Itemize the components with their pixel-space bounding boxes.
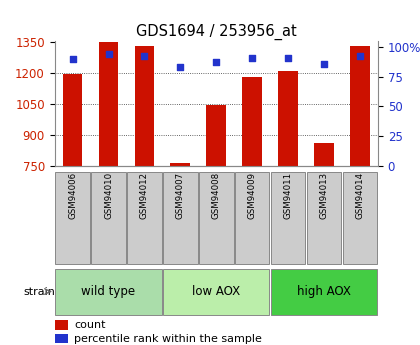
Point [321, 61, 328, 67]
Point [249, 55, 256, 61]
Text: GSM94013: GSM94013 [320, 171, 328, 219]
Text: GSM94012: GSM94012 [140, 171, 149, 219]
Text: low AOX: low AOX [192, 285, 240, 298]
FancyBboxPatch shape [55, 269, 162, 315]
Point [285, 55, 291, 61]
FancyBboxPatch shape [127, 171, 162, 264]
Point [177, 65, 184, 70]
FancyBboxPatch shape [307, 171, 341, 264]
Bar [278, 71, 298, 166]
Bar [350, 46, 370, 166]
FancyBboxPatch shape [343, 171, 377, 264]
FancyBboxPatch shape [271, 171, 305, 264]
FancyBboxPatch shape [199, 171, 234, 264]
Text: strain: strain [23, 287, 55, 296]
Bar [134, 46, 154, 166]
Text: GSM94008: GSM94008 [212, 171, 221, 219]
Text: GSM94007: GSM94007 [176, 171, 185, 219]
Bar [55, 334, 68, 343]
Point [141, 53, 148, 58]
Bar [242, 77, 262, 166]
Text: count: count [74, 320, 105, 330]
Point [213, 59, 220, 64]
Text: GSM94010: GSM94010 [104, 171, 113, 219]
Text: GSM94006: GSM94006 [68, 171, 77, 219]
FancyBboxPatch shape [271, 269, 377, 315]
Text: GSM94014: GSM94014 [356, 171, 365, 219]
Text: high AOX: high AOX [297, 285, 351, 298]
Bar [206, 105, 226, 166]
Point [357, 53, 363, 58]
Text: GSM94011: GSM94011 [284, 171, 293, 219]
FancyBboxPatch shape [55, 171, 90, 264]
FancyBboxPatch shape [163, 269, 270, 315]
Bar [63, 74, 82, 166]
Bar [171, 163, 190, 166]
FancyBboxPatch shape [163, 171, 198, 264]
Text: wild type: wild type [81, 285, 136, 298]
Bar [99, 42, 118, 166]
Point [69, 56, 76, 62]
Text: percentile rank within the sample: percentile rank within the sample [74, 334, 262, 344]
Text: GSM94009: GSM94009 [248, 171, 257, 219]
Bar [314, 142, 334, 166]
Point [105, 52, 112, 57]
FancyBboxPatch shape [235, 171, 270, 264]
Bar [55, 320, 68, 330]
FancyBboxPatch shape [91, 171, 126, 264]
Title: GDS1694 / 253956_at: GDS1694 / 253956_at [136, 24, 297, 40]
